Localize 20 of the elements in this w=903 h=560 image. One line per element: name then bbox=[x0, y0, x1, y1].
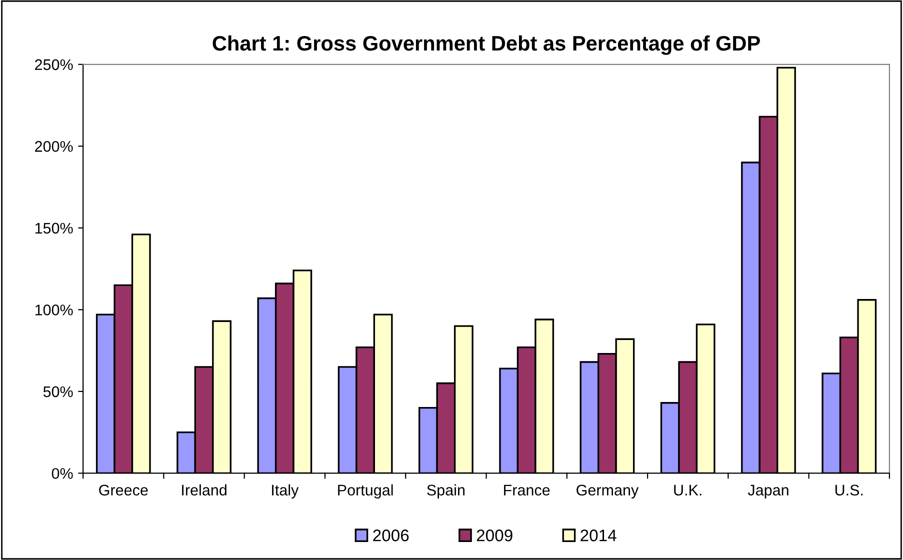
y-tick-label: 250% bbox=[35, 59, 73, 70]
x-tick-label: U.S. bbox=[835, 484, 863, 496]
x-tick-label: Greece bbox=[99, 484, 148, 496]
legend-label: 2006 bbox=[373, 530, 409, 542]
x-tick-label: Spain bbox=[427, 484, 464, 499]
legend-label: 2009 bbox=[476, 530, 512, 542]
x-tick-label: Japan bbox=[748, 484, 788, 499]
x-tick-label: U.K. bbox=[674, 484, 702, 496]
y-tick-label: 100% bbox=[35, 304, 73, 316]
y-tick-label: 150% bbox=[35, 222, 73, 234]
y-tick-label: 200% bbox=[35, 141, 73, 152]
x-tick-label: France bbox=[504, 484, 550, 496]
x-tick-label: Italy bbox=[272, 484, 299, 499]
x-tick-label: Ireland bbox=[182, 484, 226, 496]
chart-title: Chart 1: Gross Government Debt as Percentage of GDP bbox=[212, 35, 760, 55]
y-tick-label: 50% bbox=[43, 386, 73, 398]
y-tick-label: 0% bbox=[52, 468, 73, 479]
legend-label: 2014 bbox=[580, 530, 616, 542]
x-tick-label: Portugal bbox=[338, 484, 393, 499]
x-tick-label: Germany bbox=[576, 484, 639, 499]
